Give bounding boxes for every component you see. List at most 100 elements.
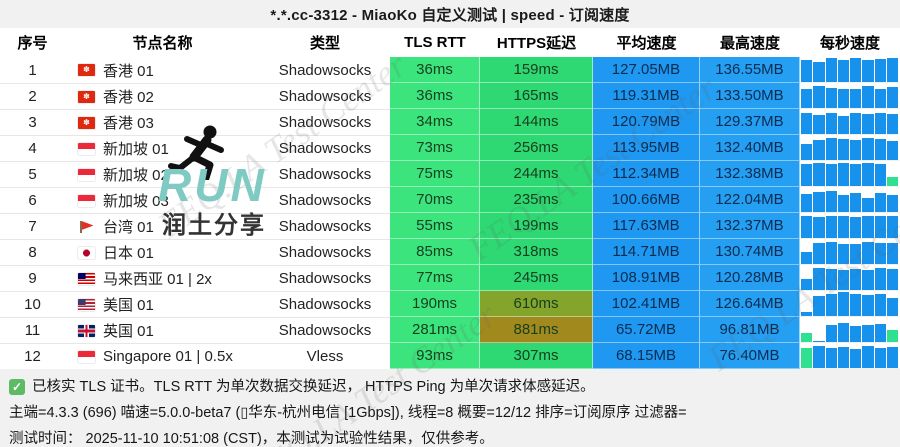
node-name: 新加坡 02 <box>103 167 169 184</box>
speed-bar <box>813 86 825 108</box>
node-name-cell: ✽ 香港 02 <box>65 83 260 109</box>
speed-bar <box>886 298 898 316</box>
protocol-type: Vless <box>260 343 390 369</box>
node-name: 台湾 01 <box>103 219 154 236</box>
node-name: 英国 01 <box>103 323 154 340</box>
speed-bar <box>813 346 825 368</box>
flag-sg-icon <box>78 350 95 363</box>
max-speed-cell: 129.37MB <box>700 109 800 135</box>
table-row: 11 英国 01 Shadowsocks 281ms 881ms 65.72MB… <box>0 317 900 343</box>
protocol-type: Shadowsocks <box>260 265 390 291</box>
tls-rtt-cell: 77ms <box>390 265 480 291</box>
per-second-speed-chart <box>800 317 900 343</box>
avg-speed-cell: 112.34MB <box>593 161 700 187</box>
speed-bar <box>850 193 862 212</box>
speed-bar <box>874 88 886 108</box>
header-type: 类型 <box>309 35 340 52</box>
speed-bar <box>886 113 898 134</box>
node-name-cell: 马来西亚 01 | 2x <box>65 265 260 291</box>
max-speed-cell: 133.50MB <box>700 83 800 109</box>
results-table-body: 1 ✽ 香港 01 Shadowsocks 36ms 159ms 127.05M… <box>0 57 900 369</box>
max-speed-cell: 126.64MB <box>700 291 800 317</box>
per-second-speed-chart <box>800 109 900 135</box>
per-second-speed-chart <box>800 213 900 239</box>
speed-bar <box>825 137 837 160</box>
protocol-type: Shadowsocks <box>260 239 390 265</box>
speed-bar <box>801 112 813 134</box>
speed-bar <box>837 163 849 186</box>
speed-bar <box>801 163 813 186</box>
speed-bar <box>850 112 862 134</box>
speed-bar <box>886 58 898 82</box>
https-ping-cell: 245ms <box>480 265 593 291</box>
https-ping-cell: 307ms <box>480 343 593 369</box>
speed-bar <box>837 138 849 160</box>
node-name-cell: 日本 01 <box>65 239 260 265</box>
speed-bar <box>801 312 813 316</box>
table-header-row: 序号 节点名称 类型 TLS RTT HTTPS延迟 平均速度 最高速度 每秒速… <box>0 28 900 57</box>
header-seq: 序号 <box>17 35 48 52</box>
speed-bar <box>886 140 898 160</box>
footer-line-tls-note: ✓ 已核实 TLS 证书。TLS RTT 为单次数据交换延迟， HTTPS Pi… <box>9 374 891 400</box>
header-chart: 每秒速度 <box>819 35 880 52</box>
speed-bar <box>801 348 813 368</box>
speed-bar <box>825 190 837 212</box>
speed-bar <box>874 267 886 290</box>
flag-gb-icon <box>78 324 95 337</box>
speed-bar <box>850 216 862 238</box>
speed-bar <box>837 216 849 238</box>
speed-bar <box>813 61 825 82</box>
speed-bar <box>850 89 862 108</box>
speed-bar <box>862 324 874 342</box>
speed-bar <box>850 58 862 82</box>
speed-bar <box>837 270 849 290</box>
table-row: 4 新加坡 01 Shadowsocks 73ms 256ms 113.95MB… <box>0 135 900 161</box>
speed-bar <box>837 243 849 264</box>
speed-bar <box>825 58 837 82</box>
speed-bar <box>813 216 825 238</box>
speed-bar <box>862 215 874 238</box>
avg-speed-cell: 113.95MB <box>593 135 700 161</box>
https-ping-cell: 610ms <box>480 291 593 317</box>
header-name: 节点名称 <box>132 35 193 52</box>
protocol-type: Shadowsocks <box>260 291 390 317</box>
node-name-cell: 台湾 01 <box>65 213 260 239</box>
node-name: 日本 01 <box>103 245 154 262</box>
table-row: 7 台湾 01 Shadowsocks 55ms 199ms 117.63MB … <box>0 213 900 239</box>
speed-bar <box>874 293 886 316</box>
speed-bar <box>874 138 886 160</box>
avg-speed-cell: 120.79MB <box>593 109 700 135</box>
running-man-icon <box>168 125 224 180</box>
speed-bar <box>813 243 825 264</box>
flag-hk-icon: ✽ <box>78 116 95 129</box>
window-title-text: *.*.cc-3312 - MiaoKo 自定义测试 | speed - 订阅速… <box>270 6 630 24</box>
per-second-speed-chart <box>800 265 900 291</box>
speed-bar <box>837 292 849 316</box>
speed-bar <box>813 163 825 186</box>
speed-bar <box>813 191 825 212</box>
tls-rtt-cell: 34ms <box>390 109 480 135</box>
protocol-type: Shadowsocks <box>260 161 390 187</box>
window-title: *.*.cc-3312 - MiaoKo 自定义测试 | speed - 订阅速… <box>0 0 900 28</box>
row-index: 9 <box>0 265 65 291</box>
avg-speed-cell: 114.71MB <box>593 239 700 265</box>
flag-sg-icon <box>78 142 95 155</box>
node-name: 香港 01 <box>103 62 154 80</box>
node-name-cell: Singapore 01 | 0.5x <box>65 343 260 369</box>
header-tls: TLS RTT <box>404 34 466 51</box>
max-speed-cell: 76.40MB <box>700 343 800 369</box>
row-index: 6 <box>0 187 65 213</box>
max-speed-cell: 132.38MB <box>700 161 800 187</box>
per-second-speed-chart <box>800 161 900 187</box>
table-row: 10 美国 01 Shadowsocks 190ms 610ms 102.41M… <box>0 291 900 317</box>
tls-rtt-cell: 73ms <box>390 135 480 161</box>
flag-sg-icon <box>78 194 95 207</box>
speed-bar <box>801 216 813 238</box>
speed-bar <box>801 88 813 108</box>
table-row: 5 新加坡 02 Shadowsocks 75ms 244ms 112.34MB… <box>0 161 900 187</box>
protocol-type: Shadowsocks <box>260 109 390 135</box>
row-index: 8 <box>0 239 65 265</box>
per-second-speed-chart <box>800 83 900 109</box>
node-name: 美国 01 <box>103 297 154 314</box>
speed-bar <box>874 112 886 134</box>
